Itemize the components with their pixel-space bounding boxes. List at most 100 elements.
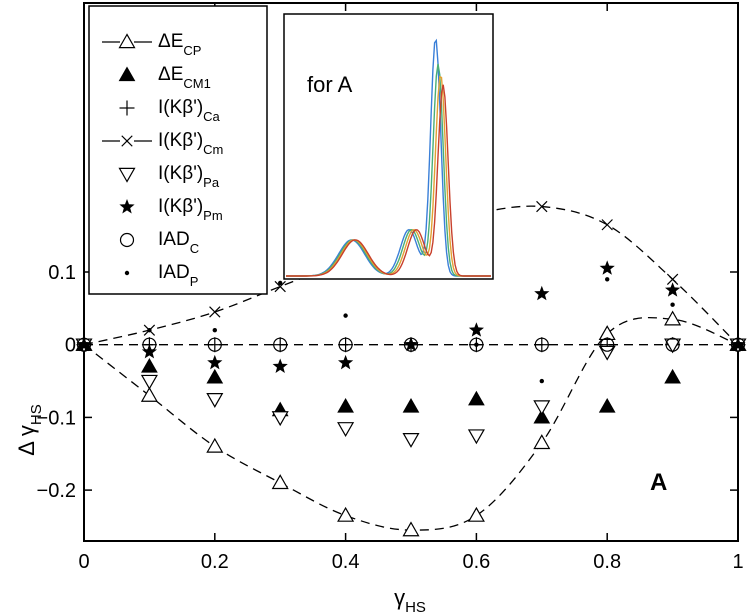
legend-label-3: I(Kβ')Cm	[158, 130, 223, 157]
legend-label-sub-7: P	[190, 274, 199, 289]
point-s0-6	[467, 506, 485, 522]
point-s7-4	[343, 313, 348, 318]
point-s4-4	[337, 422, 355, 438]
legend-marker-4	[118, 167, 136, 183]
point-s6-6	[469, 337, 484, 352]
x-tick-label: 0.6	[462, 551, 490, 573]
point-s6-1	[142, 337, 157, 352]
axes-layer: 0 0.2 0.4 0.6 0.8 1 −0.2 −0.1 0 0.1	[37, 3, 744, 573]
x-axis-label-main: γ	[394, 585, 405, 610]
inset-label: for A	[307, 72, 353, 97]
legend-label-main-4: I(Kβ')	[158, 163, 203, 184]
point-s0-5	[402, 521, 420, 537]
point-s2-2	[207, 337, 223, 353]
point-s1-7	[533, 408, 551, 424]
legend-label-6: IADC	[158, 229, 199, 256]
y-axis-label-main: Δ γ	[14, 425, 39, 456]
point-s0-9	[664, 310, 682, 326]
point-s6-3	[273, 337, 288, 352]
legend-label-sub-6: C	[190, 241, 199, 256]
point-s4-6	[467, 429, 485, 445]
point-s1-2	[206, 368, 224, 384]
inset-curve-3	[286, 84, 491, 277]
legend-marker-7	[124, 270, 130, 276]
x-axis-label-sub: HS	[405, 599, 426, 612]
legend-label-main-0: ΔE	[158, 31, 183, 52]
point-s6-2	[207, 337, 222, 352]
point-s1-8	[598, 397, 616, 413]
point-s5-2	[207, 354, 223, 370]
point-s6-9	[665, 337, 680, 352]
point-s7-8	[605, 277, 610, 282]
point-s3-8	[601, 219, 613, 231]
legend-label-sub-5: Pm	[203, 208, 223, 223]
point-s1-5	[402, 397, 420, 413]
legend-label-main-5: I(Kβ')	[158, 196, 203, 217]
y-axis-label-sub: HS	[28, 404, 45, 425]
point-s1-1	[141, 358, 158, 373]
point-s7-10	[735, 342, 741, 347]
legend-label-0: ΔECP	[158, 31, 201, 58]
legend-label-sub-3: Cm	[203, 142, 223, 157]
point-s3-8-b	[601, 219, 613, 231]
legend-label-main-6: IAD	[158, 229, 190, 250]
point-s6-5	[403, 337, 419, 352]
legend-label-7: IADP	[158, 262, 198, 289]
point-s5-9	[665, 282, 681, 297]
point-s3-3	[274, 280, 286, 293]
point-s3-7	[536, 200, 548, 213]
legend-marker-0	[118, 33, 136, 49]
point-s4-9	[664, 338, 682, 354]
y-tick-label: −0.2	[37, 480, 76, 502]
point-s0-3	[271, 474, 289, 490]
point-s1-9	[664, 368, 681, 384]
legend-label-sub-0: CP	[183, 43, 201, 58]
legend-label-sub-4: Pa	[203, 175, 220, 190]
point-s6-10	[730, 337, 746, 352]
legend-marker-1	[118, 66, 136, 82]
legend-label-5: I(Kβ')Pm	[158, 196, 223, 223]
x-tick-label: 0.4	[332, 551, 360, 573]
inset-frame	[283, 13, 494, 280]
point-s4-3	[271, 411, 289, 427]
legend-label-1: ΔECM1	[158, 64, 211, 91]
point-s5-6	[468, 322, 484, 337]
point-s7-6	[474, 342, 479, 347]
x-tick-label: 0.8	[593, 551, 621, 573]
point-s5-8	[599, 260, 615, 275]
legend-label-main-7: IAD	[158, 262, 190, 283]
point-s3-9	[666, 273, 679, 285]
x-axis-label: γHS	[394, 585, 426, 612]
legend-label-2: I(Kβ')Ca	[158, 97, 221, 124]
point-s5-7	[534, 285, 550, 301]
point-s7-9	[670, 302, 675, 307]
y-tick-label: −0.1	[37, 407, 76, 429]
point-s6-4	[338, 337, 353, 352]
panel-annotation: A	[650, 469, 667, 496]
legend-label-4: I(Kβ')Pa	[158, 163, 220, 190]
point-s3-7-b	[536, 200, 548, 213]
point-s4-5	[402, 432, 420, 448]
point-s6-8	[600, 337, 615, 352]
point-s1-4	[337, 397, 354, 413]
point-s0-7	[533, 434, 551, 450]
inset-plot: for A	[283, 13, 494, 280]
legend-label-main-2: I(Kβ')	[158, 97, 203, 118]
legend-marker-3	[121, 135, 133, 147]
point-s4-1	[140, 374, 158, 390]
point-s0-1	[140, 386, 158, 402]
point-s7-0	[81, 342, 87, 347]
point-s7-1	[147, 327, 152, 333]
x-tick-label: 0	[78, 551, 89, 573]
point-s6-7	[534, 337, 549, 352]
point-s2-4	[338, 337, 354, 353]
legend-label-sub-1: CM1	[183, 76, 210, 91]
y-axis-label: Δ γHS	[14, 404, 45, 455]
point-s3-9-b	[666, 273, 679, 285]
point-s0-4	[337, 506, 355, 522]
point-s1-6	[468, 390, 485, 406]
point-s7-7	[539, 378, 544, 384]
point-s4-2	[206, 393, 224, 408]
point-s3-2-b	[209, 306, 221, 318]
